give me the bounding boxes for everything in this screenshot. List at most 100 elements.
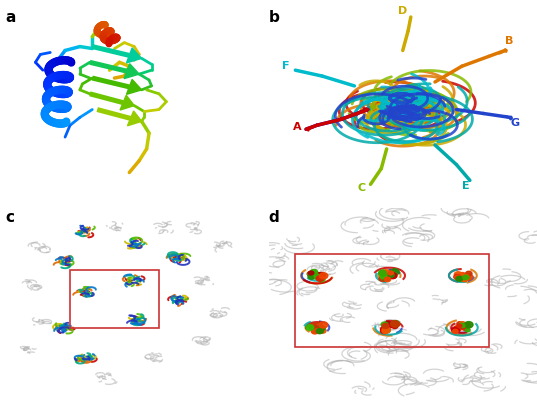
Circle shape (463, 276, 469, 280)
Circle shape (308, 272, 316, 277)
Text: c: c (5, 209, 14, 225)
Circle shape (390, 269, 399, 275)
Circle shape (319, 328, 326, 333)
Circle shape (318, 277, 325, 282)
Text: A: A (293, 122, 301, 132)
Circle shape (455, 275, 461, 280)
Circle shape (384, 277, 390, 282)
Circle shape (381, 322, 388, 327)
Circle shape (462, 274, 469, 280)
Circle shape (459, 273, 467, 279)
Circle shape (308, 274, 316, 280)
Circle shape (379, 276, 387, 282)
Circle shape (459, 276, 465, 280)
Circle shape (459, 322, 466, 326)
Circle shape (319, 322, 328, 328)
Text: G: G (510, 118, 519, 128)
Circle shape (320, 276, 325, 280)
Circle shape (454, 326, 461, 332)
Text: E: E (462, 181, 469, 191)
Circle shape (466, 272, 472, 276)
Polygon shape (127, 112, 142, 126)
Text: d: d (268, 209, 279, 225)
Circle shape (317, 326, 325, 331)
Polygon shape (127, 49, 142, 64)
Circle shape (380, 272, 386, 276)
Circle shape (454, 326, 459, 330)
Circle shape (382, 324, 389, 329)
Circle shape (391, 324, 398, 329)
Circle shape (457, 322, 462, 326)
Circle shape (380, 274, 387, 279)
Circle shape (380, 328, 388, 334)
Text: B: B (505, 36, 513, 45)
Circle shape (315, 328, 323, 334)
Circle shape (461, 324, 470, 330)
Text: F: F (282, 61, 289, 71)
Circle shape (453, 330, 458, 334)
Circle shape (381, 327, 386, 331)
Circle shape (391, 321, 400, 327)
Circle shape (382, 327, 390, 333)
Circle shape (456, 276, 463, 282)
Circle shape (388, 273, 397, 279)
Circle shape (460, 276, 468, 282)
Circle shape (311, 328, 318, 333)
Circle shape (383, 275, 390, 280)
Circle shape (313, 327, 320, 332)
Circle shape (393, 322, 400, 327)
Circle shape (382, 329, 388, 334)
Circle shape (465, 276, 471, 281)
Circle shape (379, 270, 387, 276)
Circle shape (308, 272, 314, 275)
Circle shape (313, 273, 321, 279)
Circle shape (456, 276, 461, 280)
Circle shape (454, 272, 462, 278)
Circle shape (306, 325, 314, 330)
Circle shape (454, 275, 461, 280)
Circle shape (310, 270, 318, 275)
Circle shape (461, 277, 468, 282)
Circle shape (320, 326, 325, 330)
Circle shape (465, 328, 470, 332)
Circle shape (311, 329, 318, 334)
Text: a: a (5, 10, 16, 25)
Circle shape (384, 326, 389, 330)
Circle shape (379, 271, 387, 276)
Circle shape (320, 273, 328, 279)
Circle shape (465, 322, 473, 328)
Circle shape (388, 273, 394, 278)
Circle shape (391, 321, 400, 327)
Circle shape (452, 327, 459, 333)
Circle shape (382, 274, 390, 281)
Circle shape (461, 324, 467, 328)
Circle shape (309, 326, 315, 329)
Circle shape (315, 275, 321, 279)
Text: C: C (357, 183, 365, 193)
Circle shape (317, 273, 325, 279)
Circle shape (461, 325, 466, 328)
Circle shape (307, 272, 313, 276)
Text: D: D (398, 6, 408, 16)
Circle shape (387, 324, 392, 328)
Circle shape (316, 329, 323, 334)
Polygon shape (124, 65, 139, 79)
Circle shape (459, 324, 465, 328)
Circle shape (314, 323, 322, 328)
Circle shape (308, 324, 316, 329)
Circle shape (315, 273, 322, 279)
Polygon shape (120, 96, 134, 111)
Circle shape (457, 324, 462, 328)
Circle shape (316, 328, 323, 333)
Circle shape (384, 329, 390, 333)
Circle shape (382, 270, 390, 276)
Circle shape (311, 272, 318, 276)
Circle shape (384, 321, 391, 326)
Circle shape (465, 323, 470, 327)
Circle shape (388, 271, 394, 275)
Circle shape (464, 274, 473, 280)
Polygon shape (127, 80, 142, 95)
Text: b: b (268, 10, 279, 25)
Circle shape (389, 273, 397, 279)
Circle shape (316, 276, 324, 281)
